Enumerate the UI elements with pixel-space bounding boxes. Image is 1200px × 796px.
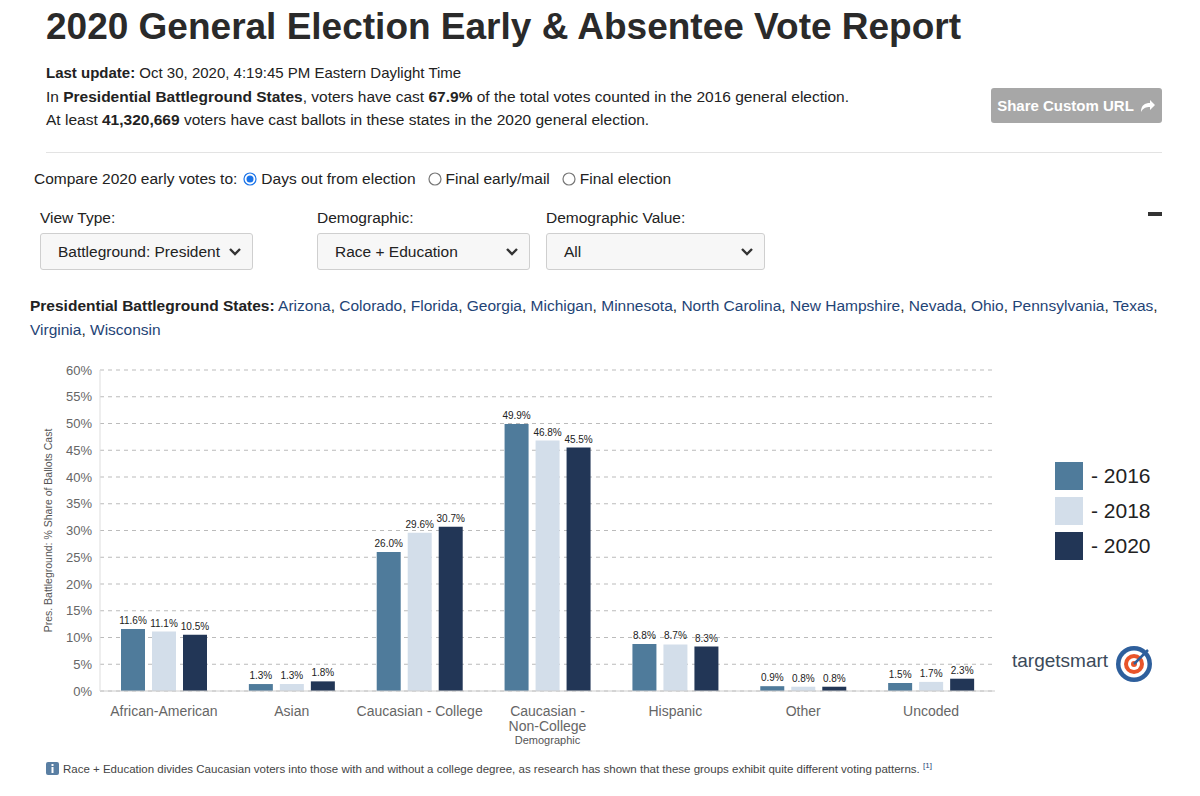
svg-text:Hispanic: Hispanic [649,703,703,719]
html-text:Final election: Final election [579,170,672,187]
svg-text:15%: 15% [66,603,92,618]
html-text:- 2020: - 2020 [1091,533,1151,557]
svg-text:40%: 40% [66,470,92,485]
svg-text:25%: 25% [66,550,92,565]
html-text:Share Custom URL: Share Custom URL [997,97,1134,114]
svg-text:35%: 35% [66,496,92,511]
svg-text:10%: 10% [66,630,92,645]
html-text:All: All [564,242,582,260]
svg-text:8.7%: 8.7% [664,630,687,641]
svg-text:2.3%: 2.3% [951,665,974,676]
html-text:Days out from election: Days out from election [261,170,416,187]
svg-text:20%: 20% [66,577,92,592]
svg-text:11.6%: 11.6% [119,615,147,626]
svg-text:8.3%: 8.3% [695,633,718,644]
svg-text:0.8%: 0.8% [823,673,846,684]
html-text:Demographic Value:: Demographic Value: [546,209,686,226]
html-text:Compare 2020 early votes to:: Compare 2020 early votes to: [34,170,238,187]
svg-text:0%: 0% [73,684,92,699]
html-text:- 2016: - 2016 [1091,463,1151,487]
html-text:- 2018: - 2018 [1091,498,1151,522]
svg-text:Asian: Asian [274,703,309,719]
svg-text:African-American: African-American [110,703,217,719]
html-text:Virginia, Wisconsin: Virginia, Wisconsin [30,321,161,338]
svg-text:Demographic: Demographic [515,734,581,746]
html-text:Race + Education: Race + Education [335,242,458,260]
svg-text:49.9%: 49.9% [502,410,530,421]
svg-text:10.5%: 10.5% [181,621,209,632]
svg-text:1.8%: 1.8% [311,667,334,678]
svg-text:1.3%: 1.3% [249,670,272,681]
svg-text:8.8%: 8.8% [633,630,656,641]
svg-text:30.7%: 30.7% [437,513,465,524]
html-text:Race + Education divides Cauca: Race + Education divides Caucasian voter… [63,761,932,775]
svg-text:0.9%: 0.9% [761,672,784,683]
svg-text:Pres. Battleground: % Share of: Pres. Battleground: % Share of Ballots C… [42,429,54,633]
svg-text:46.8%: 46.8% [533,427,561,438]
html-text:View Type:: View Type: [40,209,116,226]
svg-text:11.1%: 11.1% [150,618,178,629]
svg-text:1.3%: 1.3% [280,670,303,681]
svg-text:26.0%: 26.0% [375,538,403,549]
svg-text:55%: 55% [66,389,92,404]
svg-text:45%: 45% [66,443,92,458]
svg-text:0.8%: 0.8% [792,673,815,684]
svg-text:Other: Other [786,703,821,719]
html-text:At least 41,320,669 voters hav: At least 41,320,669 voters have cast bal… [46,111,650,128]
html-text:Demographic:: Demographic: [317,209,414,226]
svg-text:60%: 60% [66,363,92,378]
svg-text:29.6%: 29.6% [406,519,434,530]
html-text:Final early/mail: Final early/mail [445,170,550,187]
svg-text:Caucasian - College: Caucasian - College [357,703,483,719]
svg-text:Uncoded: Uncoded [903,703,959,719]
svg-text:50%: 50% [66,416,92,431]
svg-text:Caucasian -Non-College: Caucasian -Non-College [509,703,587,734]
html-text:2020 General Election Early &: 2020 General Election Early & Absentee V… [46,6,961,47]
html-text:targetsmart: targetsmart [1012,650,1109,671]
svg-text:30%: 30% [66,523,92,538]
svg-text:1.5%: 1.5% [889,669,912,680]
svg-text:5%: 5% [73,657,92,672]
svg-text:1.7%: 1.7% [920,668,943,679]
html-text:Presidential Battleground Stat: Presidential Battleground States: Arizon… [30,297,1158,314]
html-text:In Presidential Battleground S: In Presidential Battleground States, vot… [46,88,849,105]
html-text:Battleground: President: Battleground: President [58,242,220,260]
svg-text:45.5%: 45.5% [564,434,592,445]
html-text:Last update: Oct 30, 2020, 4:1: Last update: Oct 30, 2020, 4:19:45 PM Ea… [46,64,462,81]
